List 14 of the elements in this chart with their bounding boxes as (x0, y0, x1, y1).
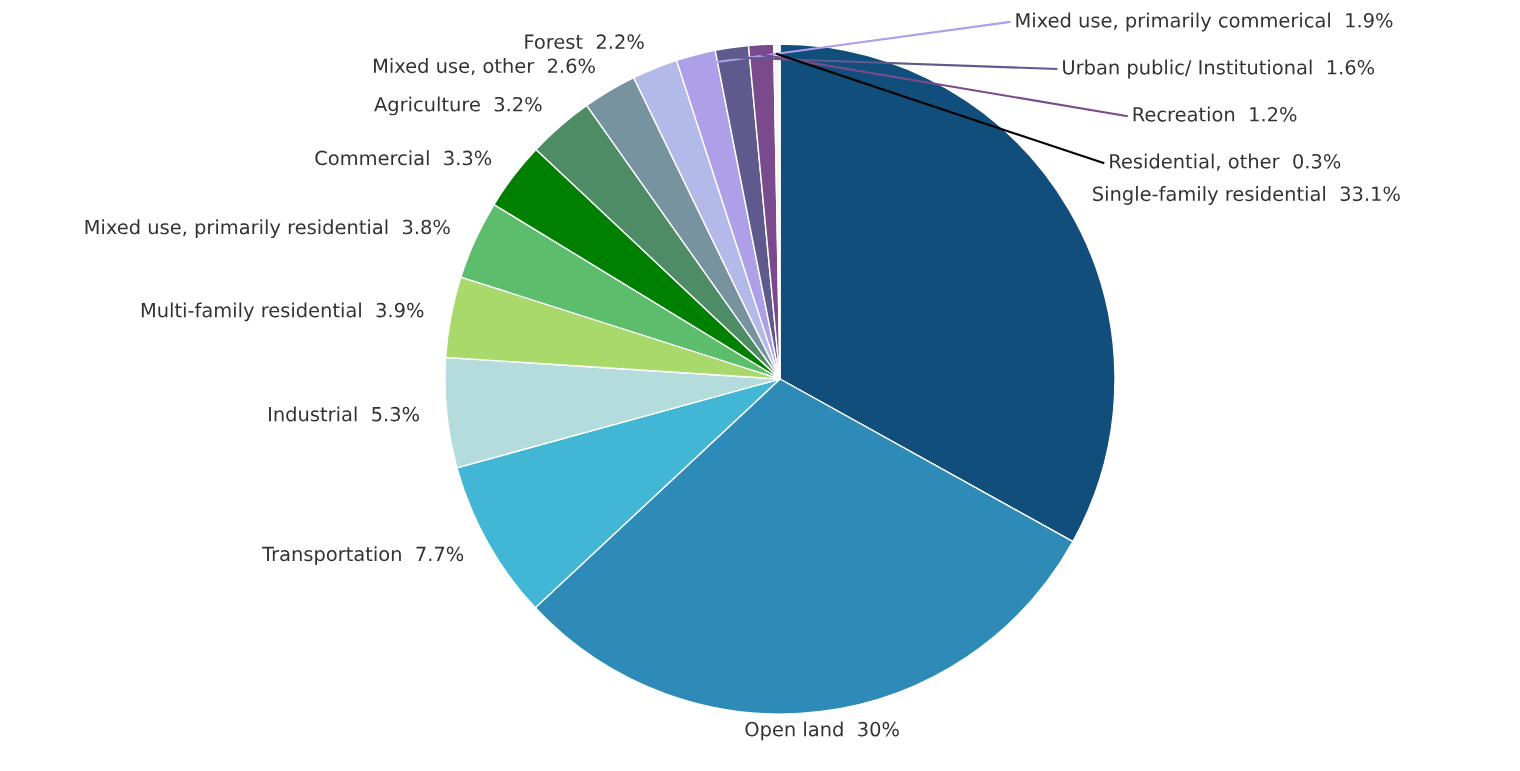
slice-label: Open land 30% (745, 721, 899, 741)
slice-label: Agriculture 3.2% (374, 96, 542, 116)
slice-label: Multi-family residential 3.9% (141, 302, 424, 322)
slice-label: Recreation 1.2% (1133, 106, 1297, 122)
slice-label: Urban public/ Institutional 1.6% (1063, 59, 1375, 79)
slice-label: Mixed use, primarily commerical 1.9% (1016, 12, 1393, 32)
slice-label: Transportation 7.7% (262, 546, 464, 566)
slice-label: Residential, other 0.3% (1110, 153, 1341, 171)
slice-label: Commercial 3.3% (315, 150, 492, 166)
slice-label: Mixed use, other 2.6% (374, 58, 595, 76)
slice-label: Single-family residential 33.1% (1093, 186, 1400, 205)
slice-label: Mixed use, primarily residential 3.8% (85, 219, 450, 239)
slice-label: Forest 2.2% (525, 34, 644, 50)
slice-label: Industrial 5.3% (269, 406, 420, 422)
